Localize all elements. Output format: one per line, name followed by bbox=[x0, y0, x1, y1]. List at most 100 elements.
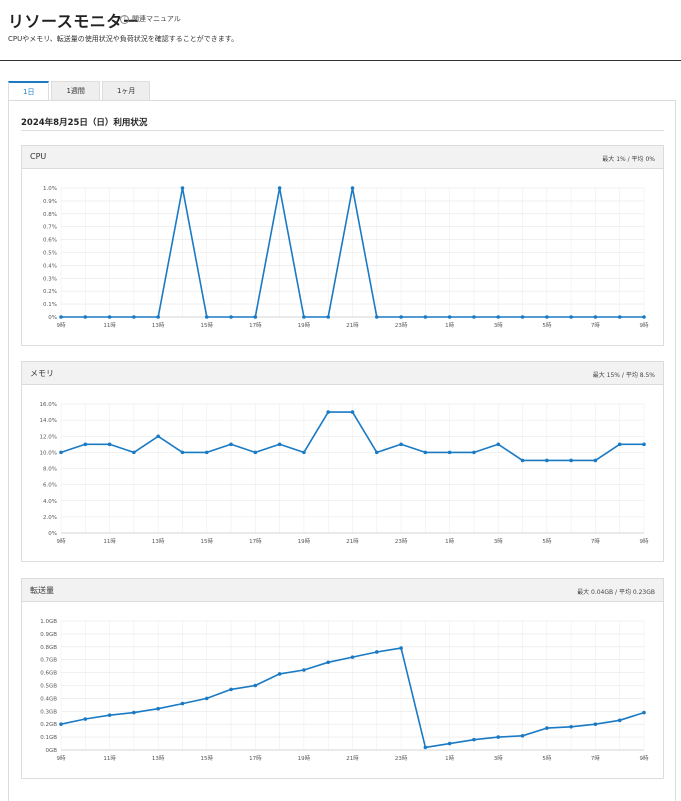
x-tick-label: 5時 bbox=[542, 754, 551, 762]
data-point bbox=[277, 442, 282, 447]
data-point bbox=[399, 315, 403, 319]
page-header: リソースモニター ? 関連マニュアル CPUやメモリ、転送量の使用状況や負荷状況… bbox=[0, 0, 681, 61]
data-point bbox=[472, 315, 476, 319]
data-point bbox=[132, 450, 136, 455]
y-tick-label: 0.3% bbox=[43, 276, 57, 282]
x-tick-label: 19時 bbox=[298, 754, 311, 762]
transfer-chart: 0GB 0.1GB 0.2GB 0.3GB 0.4GB 0.5GB 0.6GB 0.7GB 0.… bbox=[40, 619, 649, 762]
x-tick-label: 15時 bbox=[201, 537, 214, 545]
help-circle-icon: ? bbox=[120, 14, 129, 24]
data-point bbox=[545, 458, 549, 463]
tab-1month[interactable]: 1ヶ月 bbox=[101, 81, 151, 101]
data-point bbox=[83, 442, 88, 447]
y-tick-label: 0.4% bbox=[43, 263, 57, 269]
y-tick-label: 0.9GB bbox=[40, 632, 57, 638]
x-tick-label: 21時 bbox=[346, 537, 359, 545]
memory-card: メモリ 最大 15% / 平均 8.5% 0% 2.0% 4.0% 6.0% 8.0% 1… bbox=[21, 361, 664, 562]
y-tick-label: 1.0GB bbox=[40, 619, 57, 625]
data-point bbox=[423, 315, 428, 319]
x-tick-label: 23時 bbox=[395, 321, 408, 329]
page-title: リソースモニター bbox=[8, 12, 140, 31]
data-point bbox=[374, 315, 379, 319]
data-point bbox=[59, 315, 63, 319]
data-point bbox=[447, 741, 452, 746]
manual-link-label[interactable]: 関連マニュアル bbox=[132, 15, 181, 23]
data-point bbox=[374, 450, 379, 455]
x-tick-label: 3時 bbox=[494, 537, 503, 545]
data-point bbox=[617, 442, 622, 447]
x-tick-label: 13時 bbox=[152, 754, 165, 762]
manual-link[interactable]: ? 関連マニュアル bbox=[120, 14, 181, 24]
data-point bbox=[277, 186, 282, 190]
x-tick-label: 3時 bbox=[494, 321, 503, 329]
data-point bbox=[496, 315, 501, 319]
data-point bbox=[593, 722, 598, 726]
x-tick-label: 7時 bbox=[591, 754, 600, 762]
y-tick-label: 0.1GB bbox=[40, 735, 57, 741]
x-tick-label: 23時 bbox=[395, 754, 408, 762]
data-point bbox=[156, 315, 160, 319]
card-header: 転送量 最大 0.04GB / 平均 0.23GB bbox=[22, 579, 663, 602]
x-tick-label: 9時 bbox=[57, 537, 66, 545]
y-tick-label: 0.8GB bbox=[40, 645, 57, 651]
data-point bbox=[229, 442, 233, 447]
period-tabs: 1日 1週間 1ヶ月 bbox=[8, 81, 151, 102]
y-tick-label: 0.4GB bbox=[40, 696, 57, 702]
data-point bbox=[617, 718, 622, 723]
x-tick-label: 21時 bbox=[346, 321, 359, 329]
memory-chart: 0% 2.0% 4.0% 6.0% 8.0% 10.0% 12.0% 14.0% 16.0% 9時… bbox=[40, 402, 649, 545]
data-point bbox=[374, 650, 379, 654]
data-point bbox=[496, 442, 501, 447]
divider bbox=[21, 130, 664, 131]
data-point bbox=[277, 672, 282, 676]
y-tick-label: 0.2GB bbox=[40, 722, 57, 728]
y-tick-label: 0.9% bbox=[43, 199, 57, 205]
x-tick-label: 19時 bbox=[298, 537, 311, 545]
y-tick-label: 0GB bbox=[45, 748, 57, 754]
data-point bbox=[107, 315, 112, 319]
data-point bbox=[253, 315, 258, 319]
data-point bbox=[156, 706, 160, 711]
data-point bbox=[302, 668, 306, 672]
x-tick-label: 9時 bbox=[57, 754, 66, 762]
data-point bbox=[132, 710, 136, 715]
x-tick-label: 15時 bbox=[201, 754, 214, 762]
tab-1day[interactable]: 1日 bbox=[8, 81, 50, 102]
y-tick-label: 0.2% bbox=[43, 289, 57, 295]
card-header: メモリ 最大 15% / 平均 8.5% bbox=[22, 362, 663, 385]
tab-1week[interactable]: 1週間 bbox=[51, 81, 100, 101]
y-tick-label: 0.7GB bbox=[40, 658, 57, 664]
data-point bbox=[447, 450, 452, 455]
x-tick-label: 17時 bbox=[249, 537, 262, 545]
x-tick-label: 19時 bbox=[298, 321, 311, 329]
data-point bbox=[593, 458, 598, 463]
x-tick-label: 1時 bbox=[445, 537, 454, 545]
card-title: メモリ bbox=[30, 369, 54, 378]
y-tick-label: 0.5% bbox=[43, 251, 57, 257]
data-point bbox=[180, 186, 185, 190]
data-point bbox=[569, 458, 573, 463]
data-point bbox=[642, 710, 646, 715]
data-point bbox=[204, 450, 209, 455]
x-tick-label: 15時 bbox=[201, 321, 214, 329]
data-point bbox=[642, 442, 646, 447]
data-point bbox=[350, 655, 355, 659]
data-point bbox=[545, 315, 549, 319]
x-tick-label: 11時 bbox=[103, 537, 116, 545]
x-tick-label: 9時 bbox=[640, 321, 649, 329]
data-point bbox=[302, 450, 306, 455]
data-point bbox=[593, 315, 598, 319]
x-tick-label: 3時 bbox=[494, 754, 503, 762]
y-tick-label: 0.5GB bbox=[40, 684, 57, 690]
x-tick-label: 9時 bbox=[57, 321, 66, 329]
card-header: CPU 最大 1% / 平均 0% bbox=[22, 146, 663, 169]
data-point bbox=[472, 737, 476, 742]
data-point bbox=[302, 315, 306, 319]
y-tick-label: 14.0% bbox=[40, 418, 57, 424]
data-point bbox=[326, 315, 331, 319]
data-point bbox=[520, 734, 525, 738]
card-title: 転送量 bbox=[30, 586, 54, 595]
data-point bbox=[447, 315, 452, 319]
data-point bbox=[399, 646, 403, 650]
y-tick-label: 0.6% bbox=[43, 238, 57, 244]
